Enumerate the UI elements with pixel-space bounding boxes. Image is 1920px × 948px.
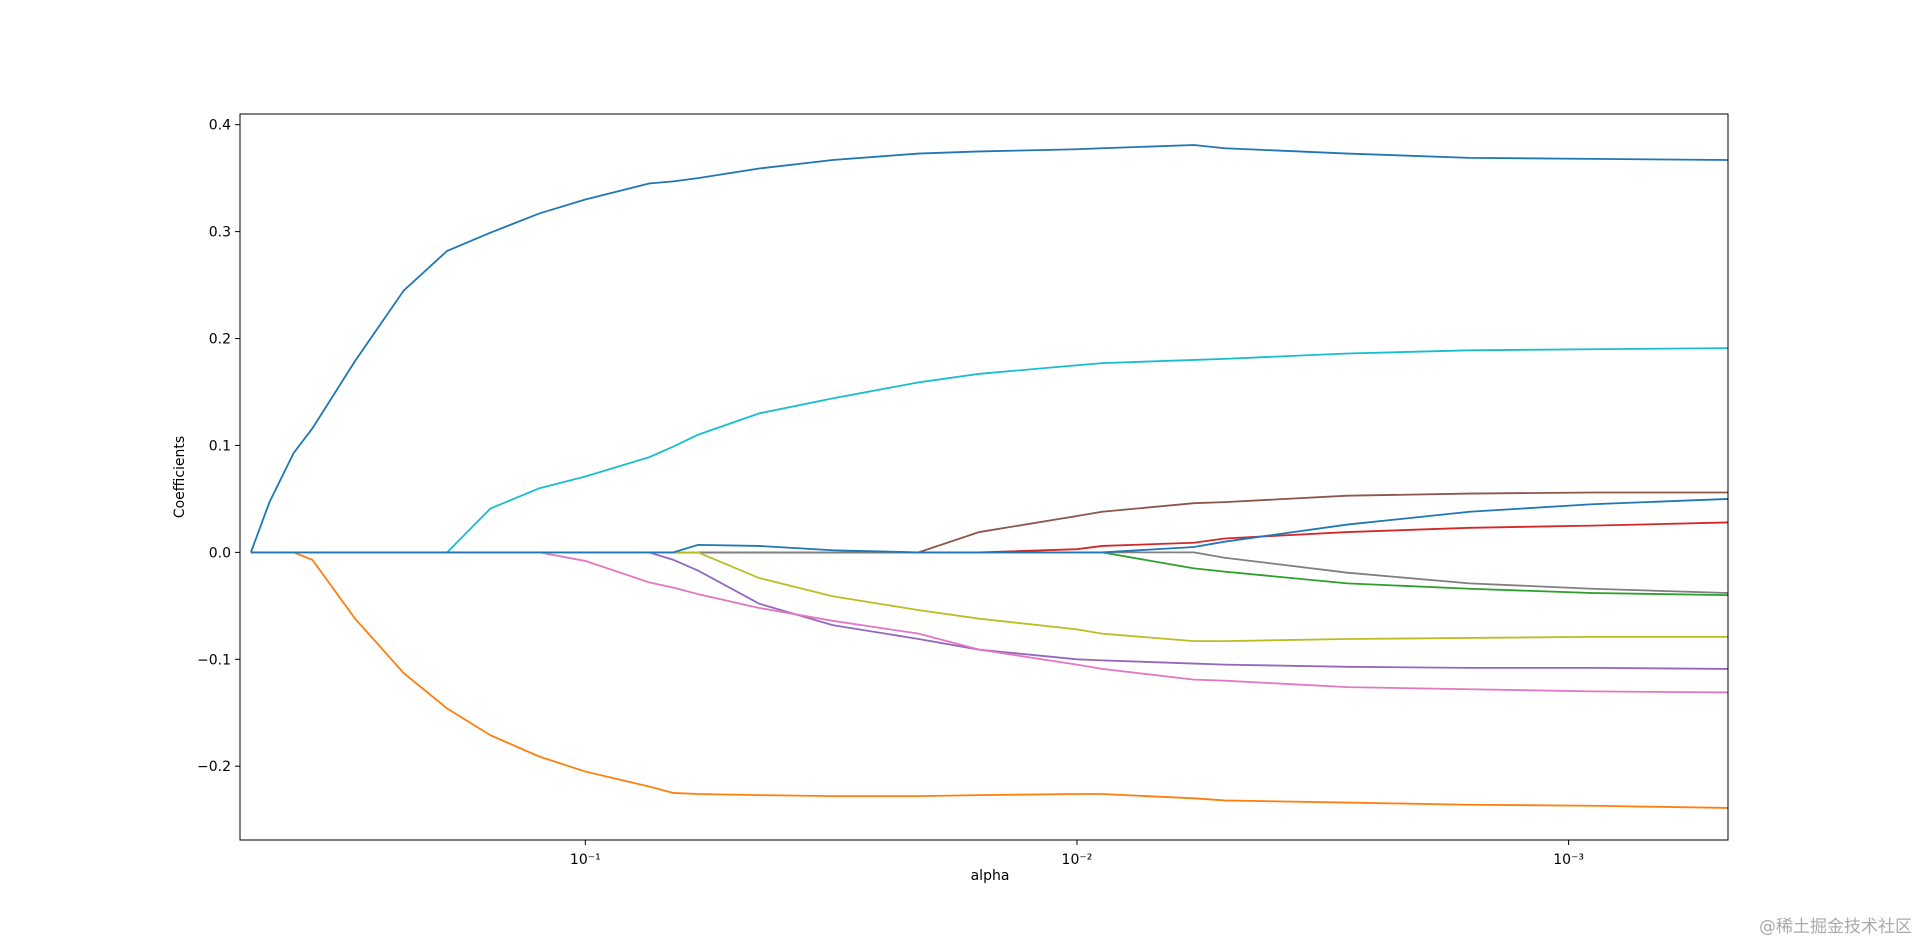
series-line	[250, 551, 1729, 594]
y-tick-label: 0.3	[209, 225, 231, 241]
series-line	[250, 551, 1729, 694]
y-tick-label: −0.2	[197, 759, 231, 775]
x-tick-label: 10⁻¹	[570, 852, 601, 868]
y-tick-label: 0.4	[209, 118, 231, 134]
series-line	[250, 491, 1728, 554]
series-line	[250, 551, 1729, 809]
x-axis-label: alpha	[971, 868, 1010, 884]
y-tick-label: 0.0	[209, 545, 231, 561]
y-tick-label: −0.1	[197, 652, 231, 668]
y-axis-label: Coefficients	[172, 436, 188, 518]
series-line	[250, 551, 1728, 643]
y-tick-label: 0.1	[209, 438, 231, 454]
plot-frame	[239, 113, 1729, 841]
y-tick-label: 0.2	[209, 332, 231, 348]
x-tick-label: 10⁻³	[1553, 852, 1584, 868]
series-line	[250, 347, 1729, 554]
watermark: @稀土掘金技术社区	[1759, 917, 1912, 937]
series-line	[250, 551, 1729, 597]
series-line	[250, 498, 1729, 554]
x-tick-label: 10⁻²	[1062, 852, 1093, 868]
series-line	[250, 144, 1729, 553]
